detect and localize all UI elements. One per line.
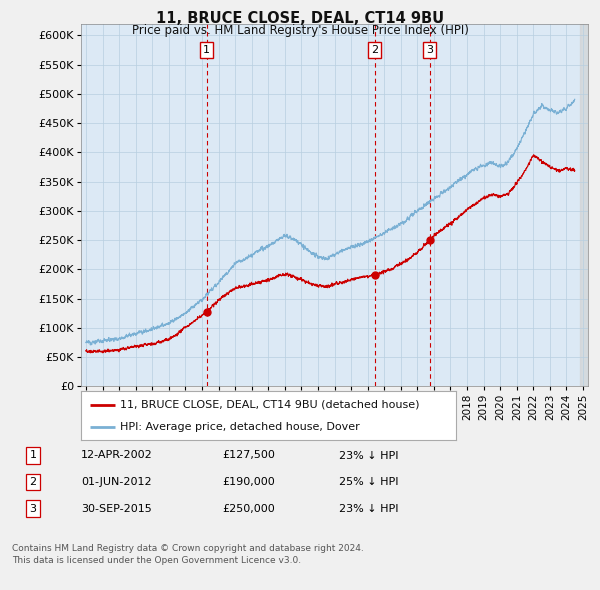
Text: 3: 3 [29,504,37,513]
Text: 25% ↓ HPI: 25% ↓ HPI [339,477,398,487]
Text: 30-SEP-2015: 30-SEP-2015 [81,504,152,513]
Text: 12-APR-2002: 12-APR-2002 [81,451,153,460]
Text: 1: 1 [203,45,210,55]
Text: 2: 2 [371,45,378,55]
Text: Price paid vs. HM Land Registry's House Price Index (HPI): Price paid vs. HM Land Registry's House … [131,24,469,37]
Text: 2: 2 [29,477,37,487]
Text: HPI: Average price, detached house, Dover: HPI: Average price, detached house, Dove… [121,422,360,432]
Text: 11, BRUCE CLOSE, DEAL, CT14 9BU: 11, BRUCE CLOSE, DEAL, CT14 9BU [156,11,444,25]
Text: 3: 3 [426,45,433,55]
Text: This data is licensed under the Open Government Licence v3.0.: This data is licensed under the Open Gov… [12,556,301,565]
Text: £250,000: £250,000 [222,504,275,513]
Text: 23% ↓ HPI: 23% ↓ HPI [339,504,398,513]
Bar [580,24,588,386]
Text: 23% ↓ HPI: 23% ↓ HPI [339,451,398,460]
Text: 01-JUN-2012: 01-JUN-2012 [81,477,152,487]
Text: Contains HM Land Registry data © Crown copyright and database right 2024.: Contains HM Land Registry data © Crown c… [12,545,364,553]
Text: 1: 1 [29,451,37,460]
Text: £127,500: £127,500 [222,451,275,460]
Text: 11, BRUCE CLOSE, DEAL, CT14 9BU (detached house): 11, BRUCE CLOSE, DEAL, CT14 9BU (detache… [121,399,420,409]
Text: £190,000: £190,000 [222,477,275,487]
